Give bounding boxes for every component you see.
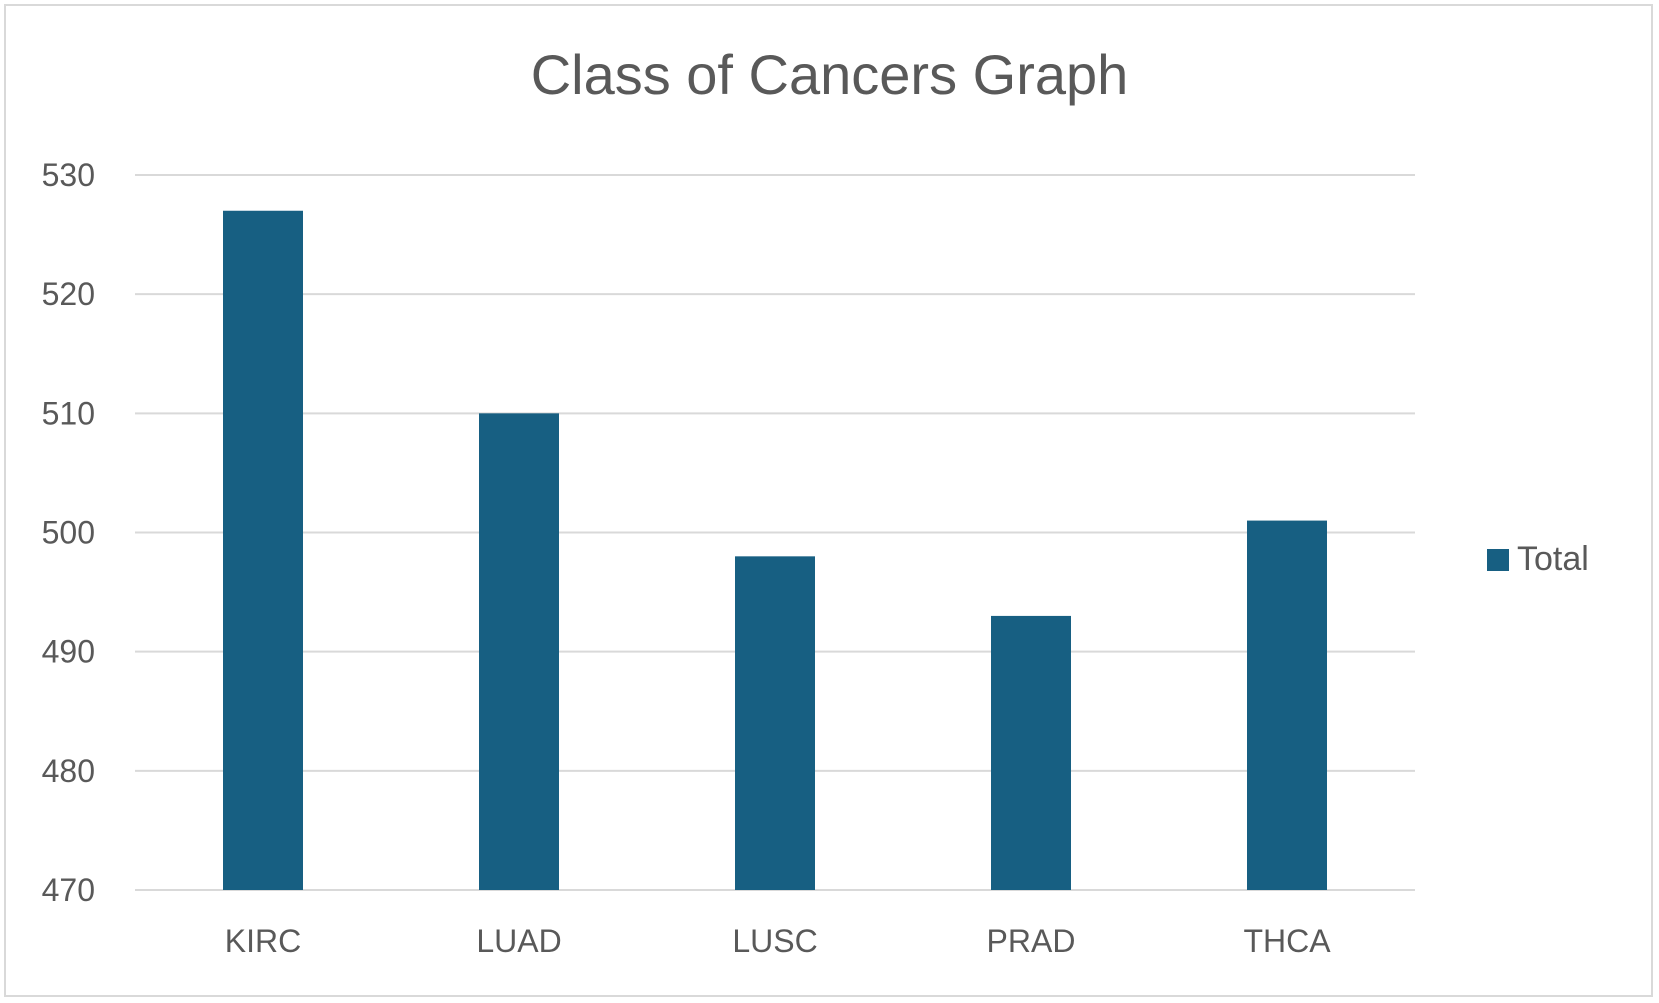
bar-thca xyxy=(1247,520,1327,890)
y-tick-label: 470 xyxy=(42,872,95,908)
x-tick-label: LUAD xyxy=(476,923,561,959)
x-tick-label: PRAD xyxy=(987,923,1076,959)
y-axis-ticks: 470 480 490 500 510 520 530 xyxy=(42,157,95,908)
chart-title: Class of Cancers Graph xyxy=(530,43,1129,106)
x-tick-label: KIRC xyxy=(225,923,301,959)
bar-prad xyxy=(991,615,1071,890)
legend: Total xyxy=(1487,540,1589,579)
bar-luad xyxy=(479,413,559,890)
x-axis-ticks: KIRC LUAD LUSC PRAD THCA xyxy=(225,923,1331,959)
y-tick-label: 500 xyxy=(42,515,95,551)
bar-lusc xyxy=(735,556,815,890)
y-tick-label: 490 xyxy=(42,634,95,670)
legend-swatch xyxy=(1487,548,1509,571)
bar-kirc xyxy=(223,210,303,890)
y-tick-label: 520 xyxy=(42,276,95,312)
legend-label: Total xyxy=(1517,540,1589,578)
y-tick-label: 510 xyxy=(42,395,95,431)
y-tick-label: 480 xyxy=(42,753,95,789)
x-tick-label: THCA xyxy=(1243,923,1331,959)
x-tick-label: LUSC xyxy=(732,923,817,959)
bars xyxy=(223,210,1327,890)
y-tick-label: 530 xyxy=(42,157,95,193)
